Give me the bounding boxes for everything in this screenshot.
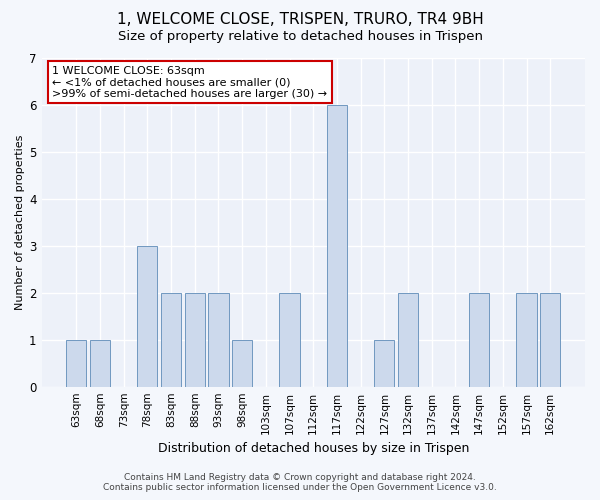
Y-axis label: Number of detached properties: Number of detached properties bbox=[15, 134, 25, 310]
Bar bbox=[517, 292, 536, 386]
Bar bbox=[327, 104, 347, 386]
X-axis label: Distribution of detached houses by size in Trispen: Distribution of detached houses by size … bbox=[158, 442, 469, 455]
Text: 1 WELCOME CLOSE: 63sqm
← <1% of detached houses are smaller (0)
>99% of semi-det: 1 WELCOME CLOSE: 63sqm ← <1% of detached… bbox=[52, 66, 328, 99]
Bar bbox=[161, 292, 181, 386]
Bar bbox=[232, 340, 252, 386]
Bar bbox=[540, 292, 560, 386]
Bar bbox=[66, 340, 86, 386]
Bar bbox=[137, 246, 157, 386]
Text: Contains HM Land Registry data © Crown copyright and database right 2024.
Contai: Contains HM Land Registry data © Crown c… bbox=[103, 473, 497, 492]
Text: Size of property relative to detached houses in Trispen: Size of property relative to detached ho… bbox=[118, 30, 482, 43]
Bar bbox=[90, 340, 110, 386]
Bar bbox=[469, 292, 489, 386]
Text: 1, WELCOME CLOSE, TRISPEN, TRURO, TR4 9BH: 1, WELCOME CLOSE, TRISPEN, TRURO, TR4 9B… bbox=[116, 12, 484, 28]
Bar bbox=[208, 292, 229, 386]
Bar bbox=[398, 292, 418, 386]
Bar bbox=[280, 292, 299, 386]
Bar bbox=[185, 292, 205, 386]
Bar bbox=[374, 340, 394, 386]
